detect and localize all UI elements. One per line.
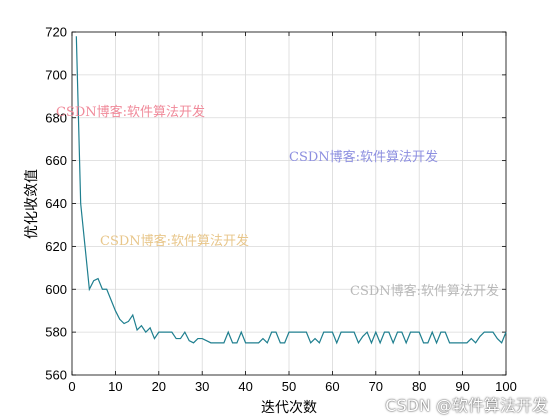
y-tick-label: 560 [45, 368, 67, 383]
series-line [75, 36, 507, 345]
x-tick-label: 100 [495, 379, 517, 394]
x-tick-label: 60 [325, 379, 339, 394]
x-tick-label: 30 [195, 379, 209, 394]
y-tick-label: 580 [45, 325, 67, 340]
y-tick-label: 660 [45, 153, 67, 168]
y-axis-label: 优化收敛值 [24, 169, 40, 239]
x-axis-label: 迭代次数 [261, 400, 317, 416]
x-tick-label: 40 [238, 379, 252, 394]
x-tick-label: 90 [455, 379, 469, 394]
x-tick-label: 0 [68, 379, 75, 394]
x-tick-label: 50 [282, 379, 296, 394]
watermark-text: CSDN博客:软件算法开发 [100, 234, 250, 249]
x-tick-label: 10 [108, 379, 122, 394]
y-tick-label: 720 [45, 25, 67, 40]
footer-watermark: CSDN @软件算法开发 [385, 396, 548, 415]
watermark-text: CSDN博客:软件算法开发 [289, 150, 439, 165]
y-tick-label: 700 [45, 67, 67, 82]
x-tick-label: 70 [369, 379, 383, 394]
watermark-text: CSDN博客:软件算法开发 [350, 284, 500, 299]
x-tick-label: 80 [412, 379, 426, 394]
x-tick-label: 20 [152, 379, 166, 394]
y-tick-label: 620 [45, 239, 67, 254]
y-tick-label: 640 [45, 196, 67, 211]
watermark-text: CSDN博客:软件算法开发 [56, 105, 206, 120]
y-tick-label: 600 [45, 282, 67, 297]
y-tick-label: 680 [45, 110, 67, 125]
axis-ticks: 0 10 20 30 40 50 60 70 80 90 100 560 580 600 620 640 660… [45, 25, 517, 395]
